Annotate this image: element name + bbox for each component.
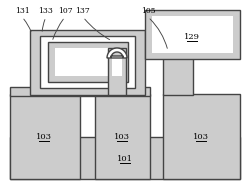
Bar (163, 94, 240, 179)
Bar (10, 137, 240, 179)
Text: 131: 131 (14, 7, 30, 15)
Bar (55, 48, 120, 76)
Text: 133: 133 (38, 7, 54, 15)
Text: 101: 101 (117, 155, 133, 163)
Bar (145, 10, 240, 59)
Text: 129: 129 (184, 33, 200, 41)
Bar (95, 94, 150, 179)
Bar (40, 36, 135, 88)
Text: 103: 103 (193, 133, 209, 141)
Bar (10, 94, 80, 179)
Bar (30, 30, 145, 95)
Text: 105: 105 (141, 7, 155, 15)
Polygon shape (107, 48, 127, 58)
Bar (152, 16, 233, 53)
Bar (163, 53, 193, 95)
Polygon shape (111, 52, 123, 58)
Bar (10, 87, 150, 96)
Text: 107: 107 (58, 7, 72, 15)
Bar (48, 42, 128, 82)
Bar (108, 48, 126, 95)
Text: 103: 103 (36, 133, 52, 141)
Text: 137: 137 (76, 7, 90, 15)
Bar (112, 54, 122, 76)
Text: 103: 103 (114, 133, 130, 141)
